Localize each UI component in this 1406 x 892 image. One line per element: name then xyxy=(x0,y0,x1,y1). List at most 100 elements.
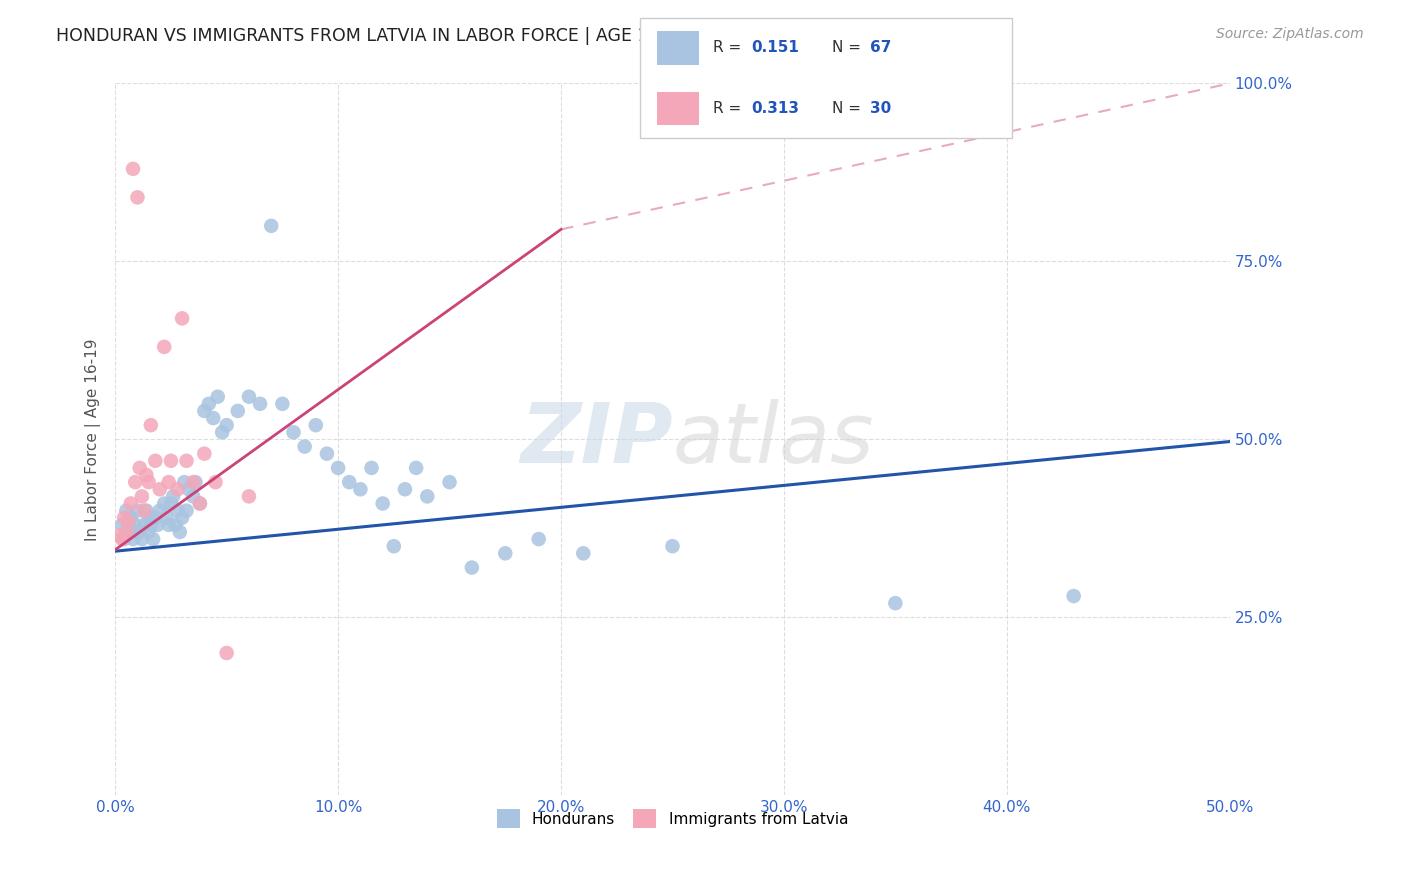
Point xyxy=(494,546,516,560)
Point xyxy=(170,510,193,524)
Point xyxy=(215,418,238,433)
Text: atlas: atlas xyxy=(672,399,875,480)
Point xyxy=(127,503,149,517)
Point xyxy=(157,475,180,490)
Point xyxy=(371,496,394,510)
Point xyxy=(143,454,166,468)
Point xyxy=(139,418,162,433)
Text: R =: R = xyxy=(713,101,747,116)
Point xyxy=(271,397,294,411)
Point xyxy=(176,454,198,468)
Point xyxy=(294,440,316,454)
Point xyxy=(572,546,595,560)
Point xyxy=(193,404,215,418)
Point xyxy=(135,503,157,517)
Point xyxy=(162,489,184,503)
Point xyxy=(394,482,416,496)
Point xyxy=(238,489,260,503)
Point xyxy=(108,528,131,542)
Point xyxy=(305,418,328,433)
Point xyxy=(211,425,233,440)
Point xyxy=(111,532,134,546)
Point xyxy=(127,190,149,204)
Point xyxy=(143,510,166,524)
Point xyxy=(170,311,193,326)
Point xyxy=(360,461,382,475)
Point xyxy=(249,397,271,411)
Point xyxy=(169,524,191,539)
Text: 30: 30 xyxy=(870,101,891,116)
Point xyxy=(153,496,176,510)
Point xyxy=(181,489,204,503)
Point xyxy=(138,510,160,524)
Point xyxy=(204,475,226,490)
Point xyxy=(117,517,139,532)
Text: Source: ZipAtlas.com: Source: ZipAtlas.com xyxy=(1216,27,1364,41)
Point xyxy=(349,482,371,496)
Point xyxy=(131,532,153,546)
Point xyxy=(149,482,172,496)
Point xyxy=(316,447,339,461)
Text: N =: N = xyxy=(832,40,866,55)
Point xyxy=(131,489,153,503)
Point xyxy=(238,390,260,404)
Point xyxy=(134,517,156,532)
Point xyxy=(115,524,138,539)
Text: ZIP: ZIP xyxy=(520,399,672,480)
Point xyxy=(124,517,146,532)
Point xyxy=(181,475,204,490)
Legend: Hondurans, Immigrants from Latvia: Hondurans, Immigrants from Latvia xyxy=(491,803,855,834)
Point xyxy=(326,461,349,475)
Point xyxy=(124,475,146,490)
Point xyxy=(382,539,405,553)
Point xyxy=(260,219,283,233)
Text: N =: N = xyxy=(832,101,866,116)
Y-axis label: In Labor Force | Age 16-19: In Labor Force | Age 16-19 xyxy=(86,338,101,541)
Text: HONDURAN VS IMMIGRANTS FROM LATVIA IN LABOR FORCE | AGE 16-19 CORRELATION CHART: HONDURAN VS IMMIGRANTS FROM LATVIA IN LA… xyxy=(56,27,883,45)
Point xyxy=(128,524,150,539)
Point xyxy=(111,517,134,532)
Point xyxy=(166,482,188,496)
Point xyxy=(202,411,225,425)
Point xyxy=(884,596,907,610)
Point xyxy=(160,454,183,468)
Point xyxy=(155,510,177,524)
Point xyxy=(173,475,195,490)
Point xyxy=(283,425,305,440)
Text: R =: R = xyxy=(713,40,747,55)
Text: 0.313: 0.313 xyxy=(751,101,799,116)
Point xyxy=(177,482,200,496)
Point xyxy=(527,532,550,546)
Point xyxy=(146,517,169,532)
Point xyxy=(138,524,160,539)
Point xyxy=(112,510,135,524)
Point xyxy=(139,517,162,532)
Point xyxy=(184,475,207,490)
Point xyxy=(661,539,683,553)
Point xyxy=(149,503,172,517)
Point xyxy=(160,496,183,510)
Point xyxy=(207,390,229,404)
Point xyxy=(188,496,211,510)
Point xyxy=(157,517,180,532)
Point xyxy=(153,340,176,354)
Point xyxy=(226,404,249,418)
Point xyxy=(176,503,198,517)
Point xyxy=(337,475,360,490)
Point xyxy=(112,532,135,546)
Point xyxy=(122,532,145,546)
Point xyxy=(115,503,138,517)
Point xyxy=(188,496,211,510)
Point xyxy=(405,461,427,475)
Point xyxy=(117,514,139,528)
Point xyxy=(461,560,484,574)
Point xyxy=(198,397,221,411)
Point xyxy=(215,646,238,660)
Point xyxy=(193,447,215,461)
Point xyxy=(120,510,142,524)
Text: 67: 67 xyxy=(870,40,891,55)
Point xyxy=(166,503,188,517)
Point xyxy=(165,517,187,532)
Point xyxy=(142,532,165,546)
Point xyxy=(439,475,461,490)
